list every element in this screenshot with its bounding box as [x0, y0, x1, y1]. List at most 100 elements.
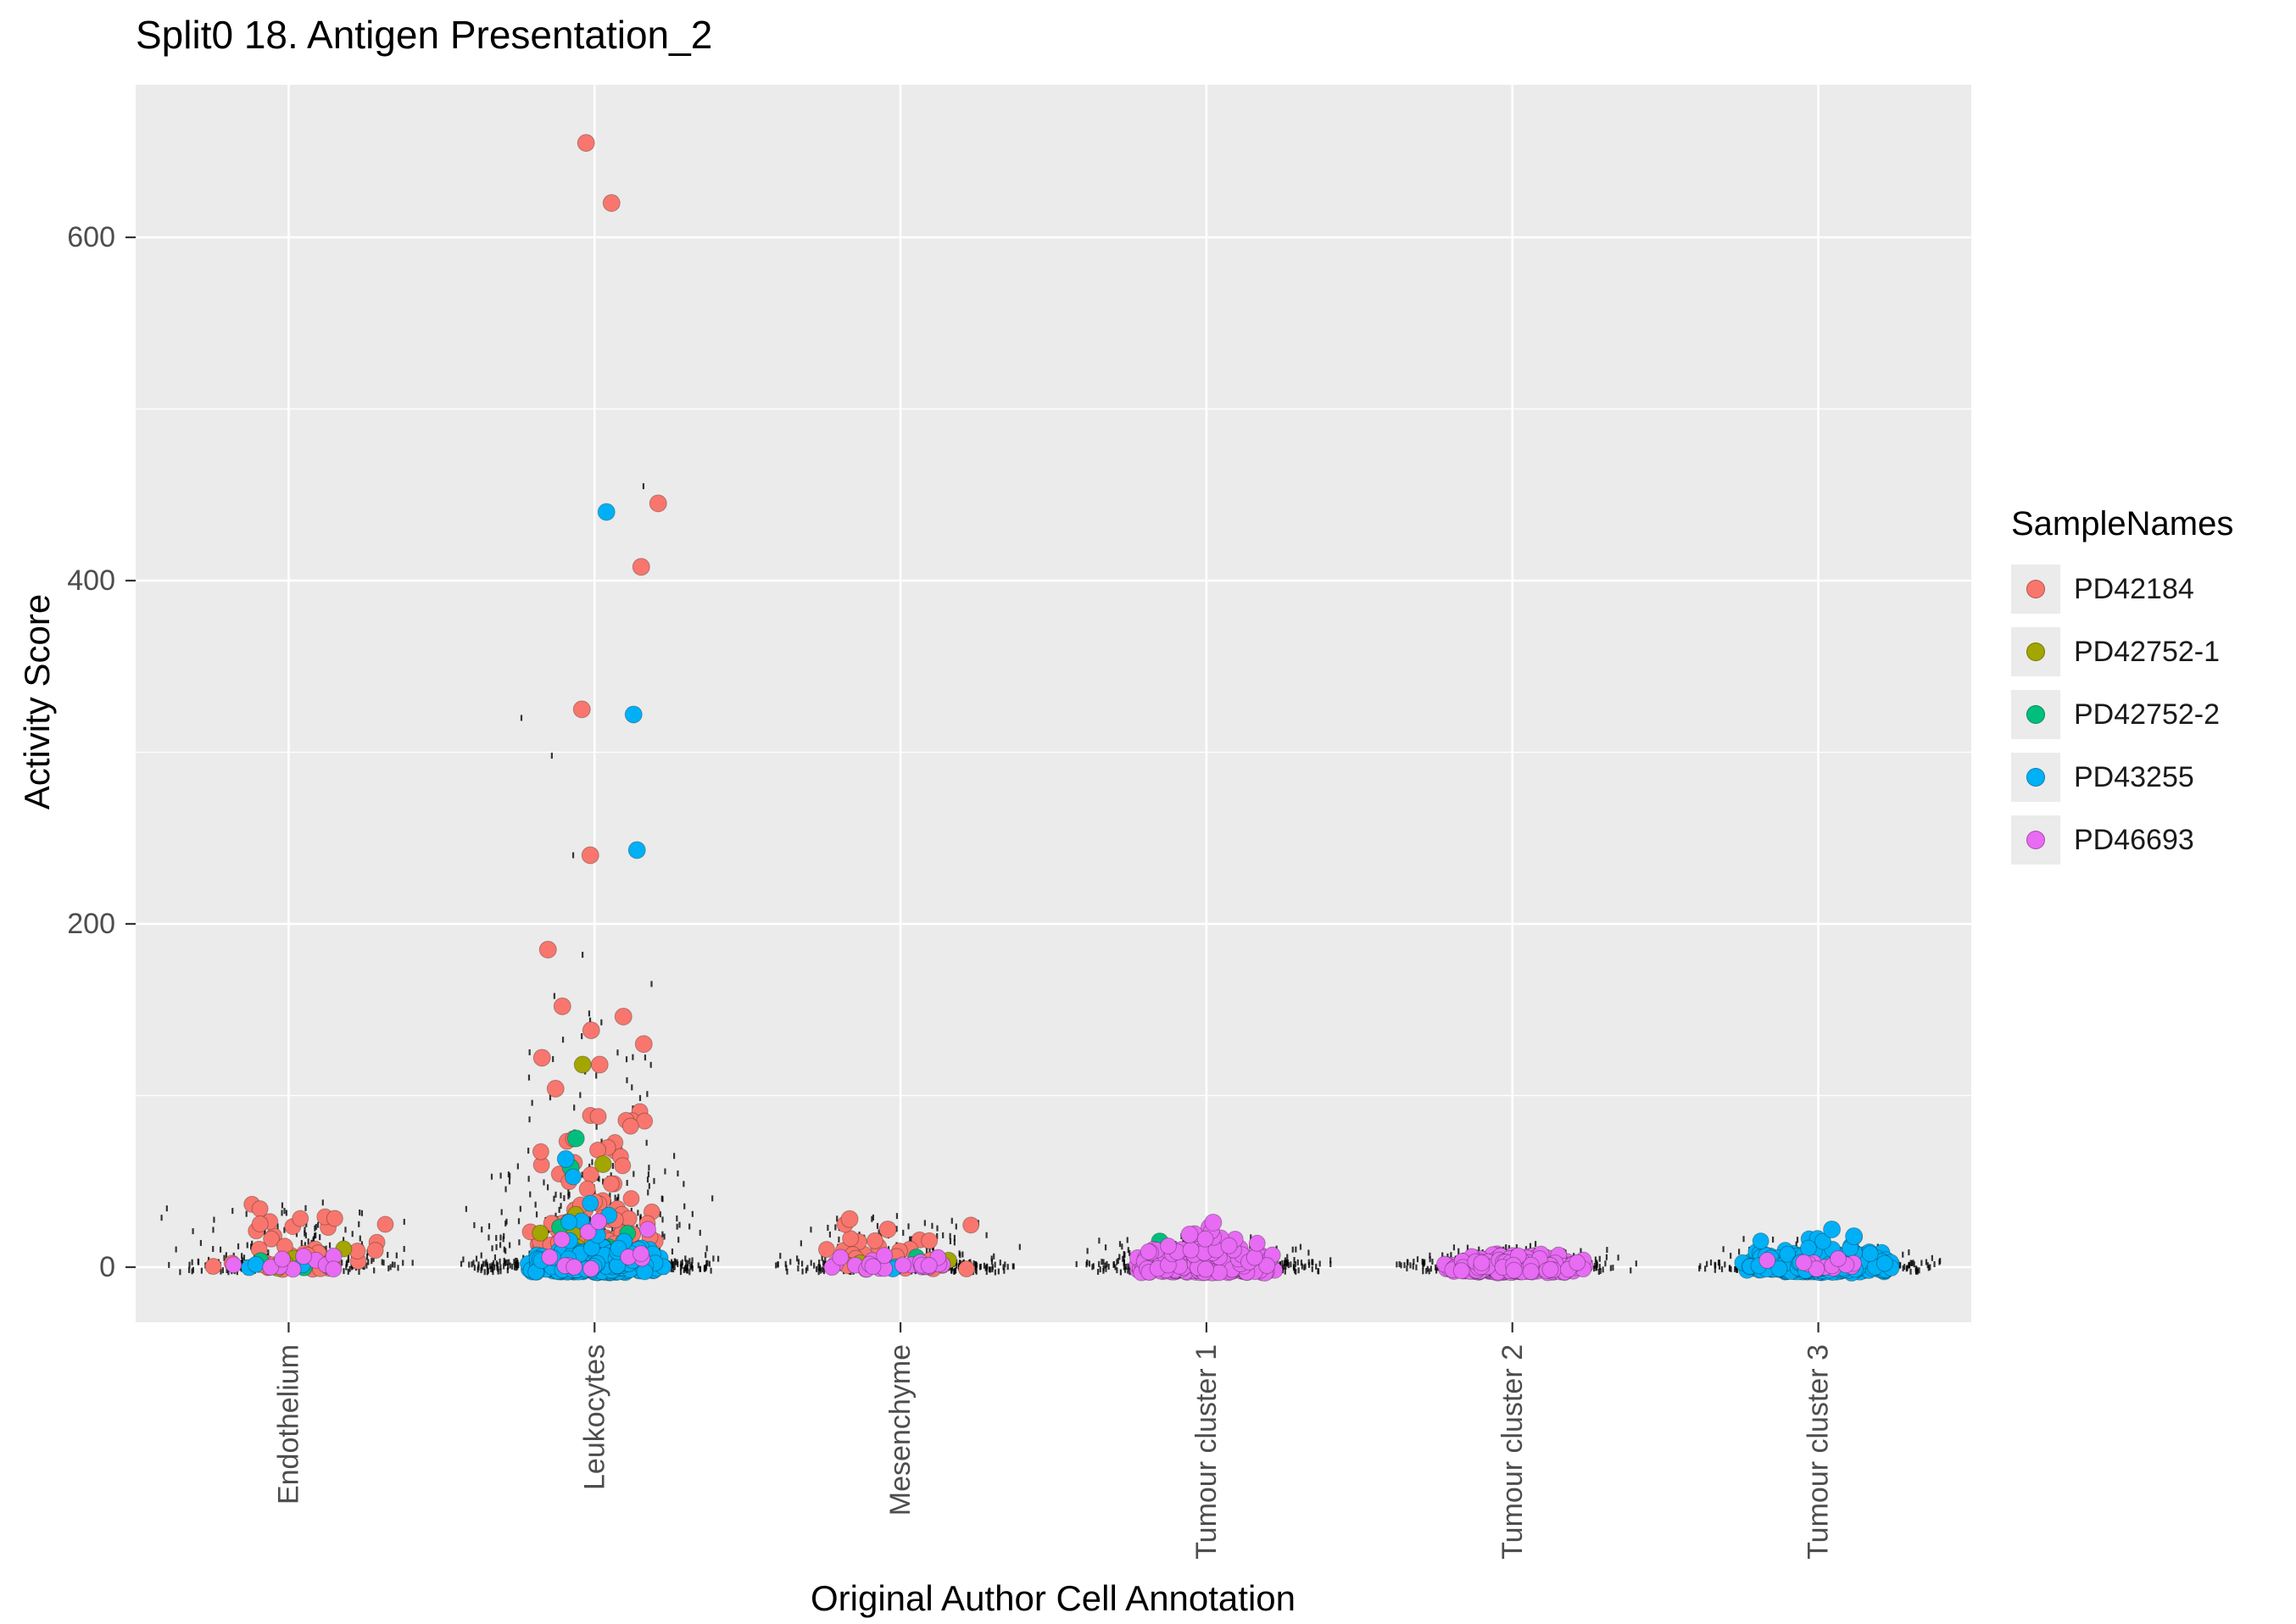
x-axis-title: Original Author Cell Annotation	[810, 1578, 1296, 1618]
jitter-point	[706, 1260, 709, 1266]
jitter-point	[1714, 1262, 1717, 1269]
x-tick-label: Endothelium	[272, 1344, 304, 1504]
jitter-point	[827, 1225, 829, 1232]
jitter-point	[1182, 1237, 1184, 1244]
outlier-point	[597, 503, 616, 521]
jitter-point	[1307, 1261, 1311, 1268]
jitter-point	[1292, 1263, 1296, 1270]
outlier-point	[627, 841, 646, 859]
outlier-point	[590, 1055, 609, 1074]
jitter-point	[598, 1176, 600, 1182]
jitter-point	[670, 1265, 672, 1272]
jitter-point	[516, 1163, 519, 1170]
jitter-point	[1796, 1237, 1799, 1243]
jitter-point	[490, 1265, 493, 1272]
data-point	[957, 1260, 975, 1278]
data-point	[225, 1256, 242, 1274]
jitter-point	[1728, 1265, 1731, 1272]
jitter-point	[1718, 1260, 1721, 1266]
jitter-point	[250, 1243, 253, 1250]
jitter-point	[281, 1210, 283, 1216]
jitter-point	[1422, 1263, 1424, 1270]
jitter-point	[588, 1010, 591, 1017]
jitter-point	[1415, 1264, 1418, 1271]
jitter-point	[358, 1269, 360, 1276]
jitter-point	[567, 1189, 570, 1196]
jitter-point	[1413, 1259, 1415, 1265]
data-point	[565, 1168, 582, 1186]
jitter-point	[179, 1269, 181, 1276]
jitter-point	[1916, 1268, 1919, 1275]
jitter-point	[500, 1209, 503, 1215]
jitter-point	[625, 1056, 628, 1063]
jitter-point	[527, 1074, 531, 1081]
jitter-point	[527, 1148, 530, 1154]
outlier-point	[602, 194, 621, 212]
jitter-point	[395, 1252, 398, 1259]
legend-label: PD42752-1	[2074, 635, 2221, 668]
jitter-point	[328, 1242, 332, 1249]
jitter-point	[1908, 1249, 1910, 1256]
jitter-point	[1250, 1234, 1252, 1241]
jitter-point	[1285, 1263, 1287, 1270]
jitter-point	[371, 1258, 373, 1265]
outlier-point	[594, 1155, 612, 1173]
jitter-point	[246, 1242, 248, 1249]
jitter-point	[834, 1224, 837, 1231]
jitter-point	[237, 1243, 240, 1249]
legend-label: PD46693	[2074, 823, 2194, 856]
jitter-point	[1534, 1241, 1537, 1248]
jitter-point	[1909, 1268, 1912, 1275]
jitter-point	[983, 1262, 985, 1269]
jitter-point	[660, 1195, 663, 1202]
jitter-point	[221, 1267, 225, 1274]
jitter-point	[649, 1061, 652, 1068]
jitter-point	[691, 1257, 694, 1264]
legend-entries: PD42184 PD42752-1 PD42752-2 PD43255 PD46693	[2011, 562, 2233, 867]
jitter-point	[708, 1260, 711, 1267]
jitter-point	[528, 1116, 531, 1123]
data-point	[1814, 1232, 1831, 1250]
jitter-point	[1122, 1255, 1124, 1262]
data-point	[876, 1247, 894, 1265]
jitter-point	[511, 1263, 514, 1270]
data-point	[1452, 1262, 1470, 1280]
jitter-point	[1429, 1265, 1432, 1272]
jitter-point	[1317, 1268, 1319, 1275]
jitter-point	[609, 1193, 611, 1199]
jitter-point	[591, 1159, 594, 1165]
jitter-point	[403, 1245, 405, 1252]
jitter-point	[1127, 1263, 1129, 1270]
data-point	[921, 1232, 939, 1249]
jitter-point	[381, 1259, 383, 1265]
jitter-point	[367, 1259, 370, 1265]
jitter-point	[490, 1173, 493, 1180]
jitter-point	[1119, 1269, 1123, 1276]
legend: SampleNames PD42184 PD42752-1 PD42752-2 PD4…	[2011, 505, 2233, 876]
jitter-point	[488, 1234, 490, 1241]
jitter-point	[1283, 1263, 1285, 1270]
jitter-point	[1096, 1268, 1100, 1275]
jitter-point	[1315, 1263, 1318, 1270]
jitter-point	[990, 1255, 993, 1262]
jitter-point	[480, 1267, 482, 1274]
legend-key	[2011, 815, 2060, 865]
jitter-point	[838, 1236, 840, 1243]
jitter-point	[951, 1265, 954, 1271]
jitter-point	[823, 1260, 826, 1267]
outlier-point	[582, 1021, 600, 1040]
jitter-point	[1596, 1264, 1598, 1271]
jitter-point	[220, 1268, 222, 1275]
jitter-point	[1635, 1260, 1637, 1267]
jitter-point	[305, 1221, 308, 1227]
jitter-point	[683, 1203, 686, 1210]
legend-key	[2011, 627, 2060, 676]
jitter-point	[822, 1268, 826, 1275]
jitter-point	[314, 1225, 316, 1232]
jitter-point	[626, 1076, 628, 1083]
data-point	[1522, 1263, 1540, 1281]
jitter-point	[1128, 1249, 1131, 1256]
jitter-point	[1400, 1262, 1402, 1269]
jitter-point	[507, 1171, 510, 1178]
data-point	[1258, 1257, 1276, 1275]
